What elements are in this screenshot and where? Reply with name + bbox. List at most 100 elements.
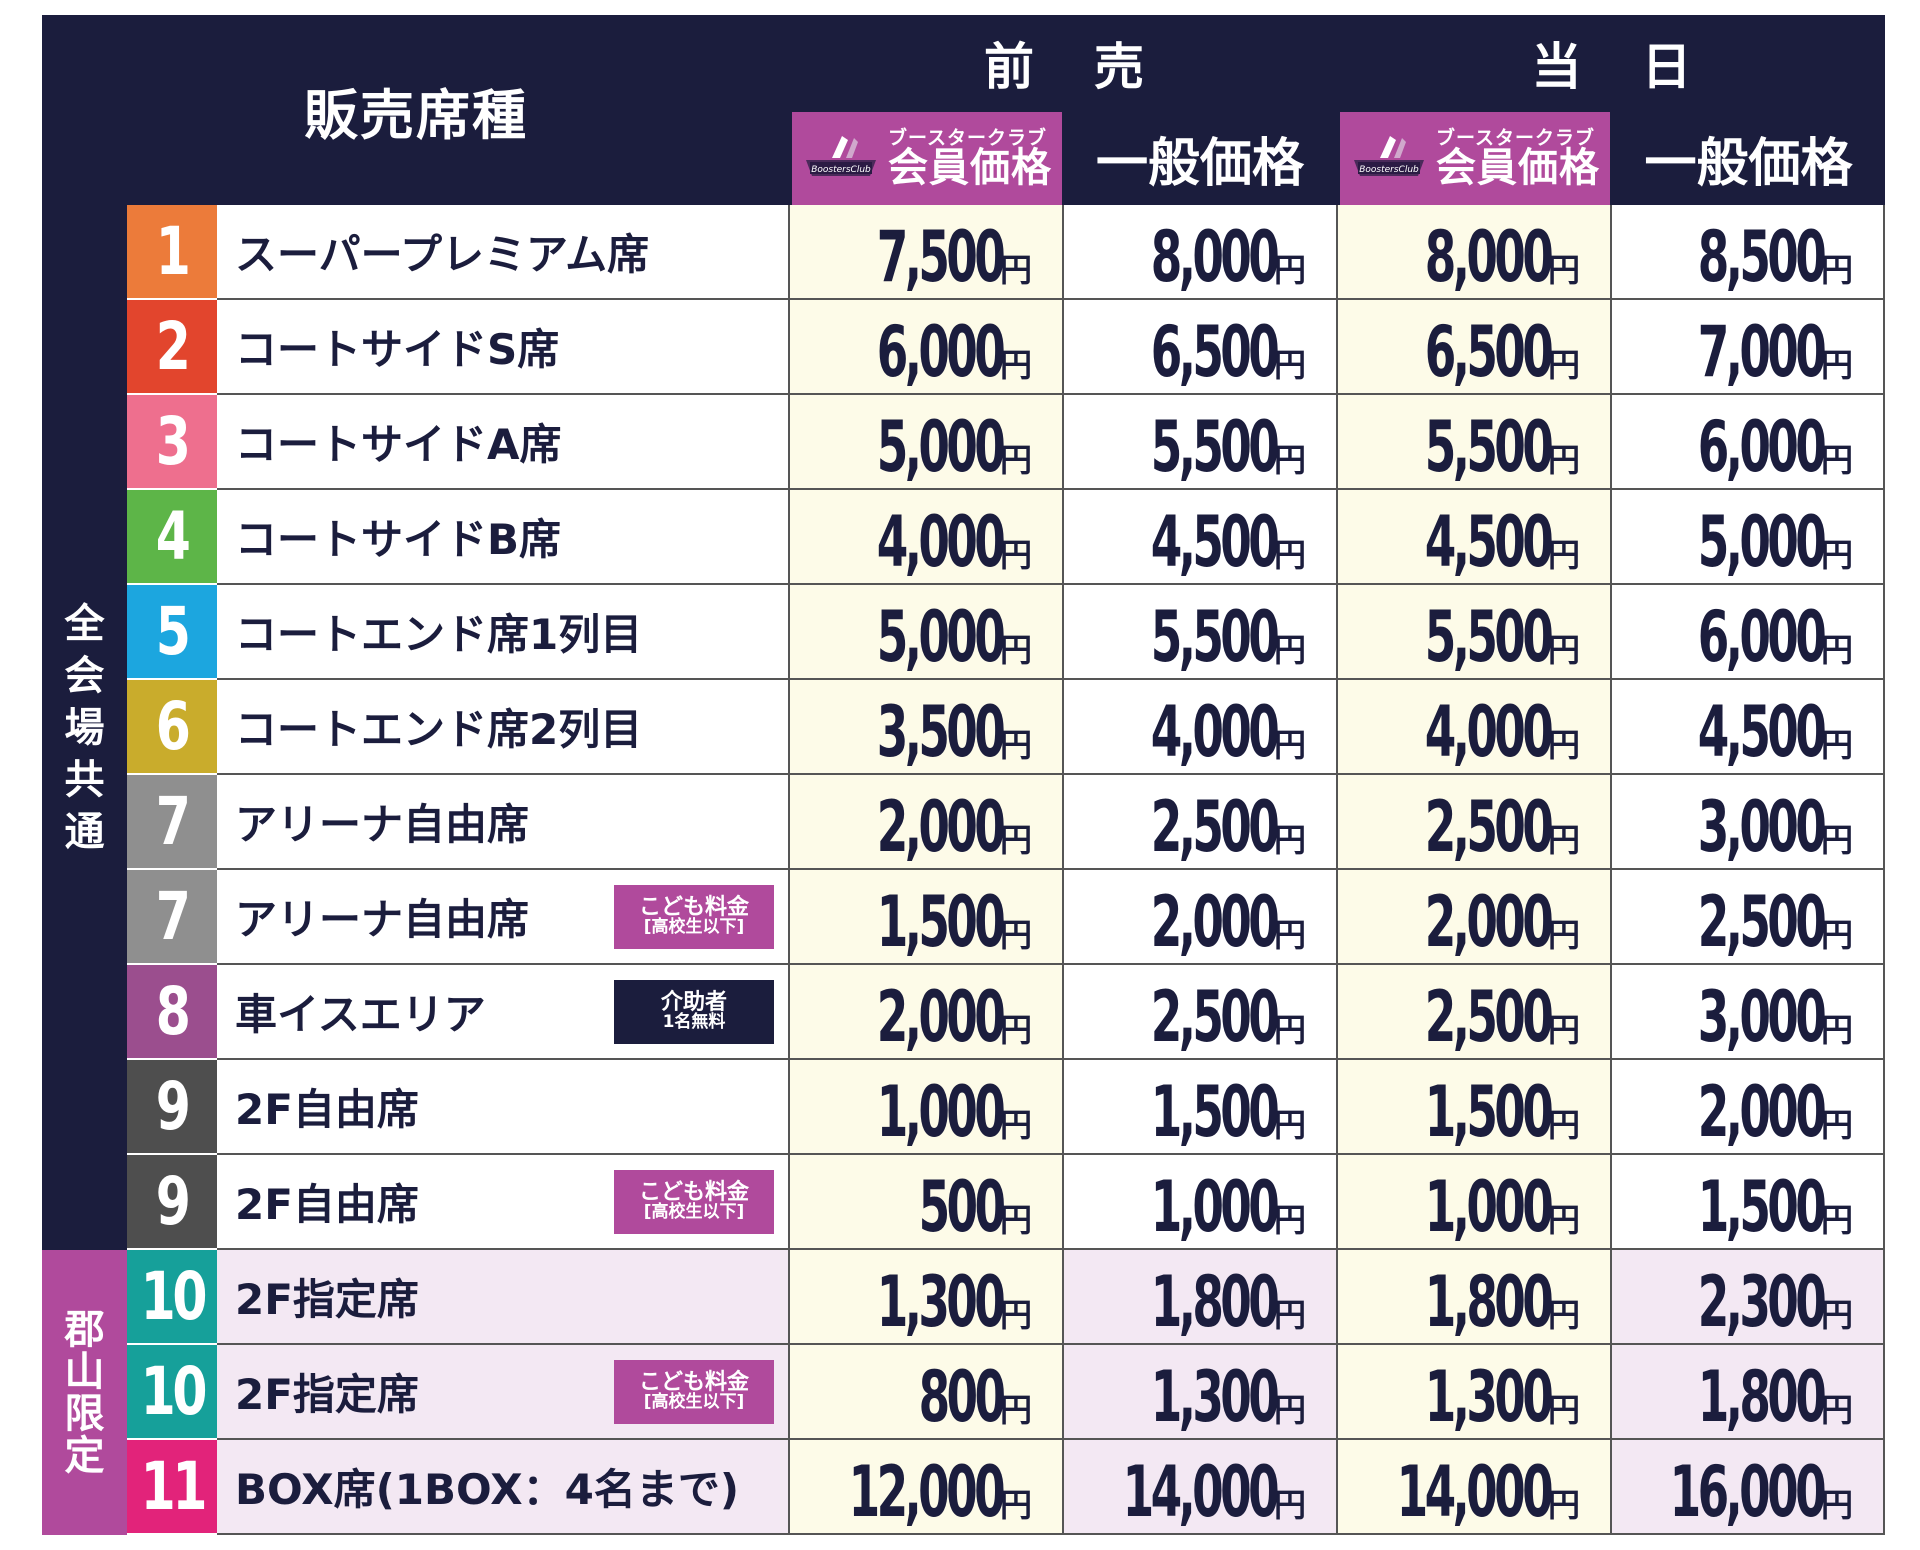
yen-unit: 円 (1820, 1011, 1853, 1049)
yen-unit: 円 (1547, 536, 1580, 574)
advance-member-price: 2,000 円 (790, 775, 1064, 870)
advance-general-price: 1,800 円 (1064, 1250, 1338, 1345)
yen-unit: 円 (1547, 1391, 1580, 1429)
price-value: 14,000 (1396, 1451, 1554, 1533)
same-day-general-price: 5,000 円 (1612, 490, 1885, 585)
advance-general-price: 1,000 円 (1064, 1155, 1338, 1250)
seat-name-cell: 2F自由席 (217, 1060, 790, 1155)
price-value: 1,800 (1697, 1356, 1827, 1438)
price-value: 2,500 (1150, 786, 1280, 868)
seat-number: 3 (156, 403, 191, 480)
price-value: 6,000 (876, 311, 1006, 393)
price-value: 3,000 (1697, 976, 1827, 1058)
same-day-member-price: 6,500 円 (1338, 300, 1612, 395)
advance-member-price: 7,500 円 (790, 205, 1064, 300)
yen-unit: 円 (999, 441, 1032, 479)
yen-unit: 円 (1820, 631, 1853, 669)
seat-number: 1 (156, 213, 191, 290)
yen-unit: 円 (1273, 536, 1306, 574)
yen-unit: 円 (999, 1011, 1032, 1049)
advance-member-price: 500 円 (790, 1155, 1064, 1250)
side-label-char: 全 (64, 600, 105, 647)
price-value: 5,000 (876, 596, 1006, 678)
same-day-general-price: 3,000 円 (1612, 965, 1885, 1060)
seat-number: 11 (140, 1448, 207, 1525)
badge-line2: 1名無料 (662, 1012, 726, 1033)
same-day-general-price: 2,500 円 (1612, 870, 1885, 965)
badge-line1: こども料金 (638, 1180, 749, 1206)
price-value: 5,000 (1697, 501, 1827, 583)
advance-general-price: 1,300 円 (1064, 1345, 1338, 1440)
advance-member-price: 6,000 円 (790, 300, 1064, 395)
price-value: 5,500 (1150, 596, 1280, 678)
side-label-char: 限 (64, 1390, 105, 1437)
price-value: 4,000 (876, 501, 1006, 583)
yen-unit: 円 (1820, 726, 1853, 764)
seat-number-badge: 11 (127, 1440, 217, 1535)
seat-number-badge: 6 (127, 680, 217, 775)
price-value: 5,000 (876, 406, 1006, 488)
seat-name: 2F自由席 (235, 1180, 419, 1229)
yen-unit: 円 (1820, 1106, 1853, 1144)
member-club-label: ブースタークラブ (888, 127, 1048, 149)
seat-number: 4 (156, 498, 191, 575)
advance-member-header: BoostersClub ブースタークラブ 会員価格 (792, 112, 1062, 205)
seat-number: 7 (156, 783, 191, 860)
advance-member-price: 5,000 円 (790, 585, 1064, 680)
advance-general-price: 14,000 円 (1064, 1440, 1338, 1535)
seat-name-cell: 2F指定席 こども料金 [高校生以下] (217, 1345, 790, 1440)
price-value: 2,000 (1150, 881, 1280, 963)
yen-unit: 円 (1273, 1391, 1306, 1429)
yen-unit: 円 (999, 916, 1032, 954)
boosters-club-logo-icon: BoostersClub (806, 135, 876, 176)
yen-unit: 円 (1820, 346, 1853, 384)
yen-unit: 円 (1820, 821, 1853, 859)
child-price-badge: こども料金 [高校生以下] (614, 1169, 774, 1234)
advance-general-price: 2,000 円 (1064, 870, 1338, 965)
seat-name-cell: コートサイドS席 (217, 300, 790, 395)
yen-unit: 円 (1273, 631, 1306, 669)
same-day-general-price: 2,000 円 (1612, 1060, 1885, 1155)
same-day-member-price: 14,000 円 (1338, 1440, 1612, 1535)
price-value: 6,000 (1697, 596, 1827, 678)
side-label-char: 共 (64, 756, 105, 803)
yen-unit: 円 (1273, 1011, 1306, 1049)
seat-name-cell: BOX席(1BOX：4名まで) (217, 1440, 790, 1535)
badge-line1: こども料金 (638, 895, 749, 921)
advance-member-price: 800 円 (790, 1345, 1064, 1440)
same-day-member-price: 4,500 円 (1338, 490, 1612, 585)
yen-unit: 円 (1273, 251, 1306, 289)
yen-unit: 円 (999, 1106, 1032, 1144)
same-day-member-price: 4,000 円 (1338, 680, 1612, 775)
seat-name-cell: 2F指定席 (217, 1250, 790, 1345)
seat-number-badge: 4 (127, 490, 217, 585)
same-day-member-price: 1,000 円 (1338, 1155, 1612, 1250)
price-value: 1,300 (1150, 1356, 1280, 1438)
advance-general-price: 6,500 円 (1064, 300, 1338, 395)
koriyama-only-label: 郡山限定 (42, 1250, 127, 1535)
yen-unit: 円 (1820, 1296, 1853, 1334)
yen-unit: 円 (1547, 726, 1580, 764)
seat-number-badge: 10 (127, 1345, 217, 1440)
seat-name: コートエンド席1列目 (235, 610, 643, 659)
advance-general-header: 一般価格 (1064, 112, 1336, 205)
seat-number: 8 (156, 973, 191, 1050)
price-value: 3,500 (876, 691, 1006, 773)
price-value: 8,000 (1424, 216, 1554, 298)
price-value: 500 (918, 1166, 1005, 1248)
price-value: 6,500 (1150, 311, 1280, 393)
price-value: 6,500 (1424, 311, 1554, 393)
same-day-member-price: 2,000 円 (1338, 870, 1612, 965)
price-value: 800 (918, 1356, 1005, 1438)
seat-number: 10 (140, 1258, 207, 1335)
price-value: 2,500 (1424, 786, 1554, 868)
yen-unit: 円 (1547, 251, 1580, 289)
seat-name-cell: コートエンド席2列目 (217, 680, 790, 775)
seat-number: 7 (156, 878, 191, 955)
advance-member-price: 2,000 円 (790, 965, 1064, 1060)
same-day-member-price: 8,000 円 (1338, 205, 1612, 300)
same-day-member-price: 5,500 円 (1338, 585, 1612, 680)
seat-name: 2F自由席 (235, 1085, 419, 1134)
seat-name: 2F指定席 (235, 1275, 419, 1324)
